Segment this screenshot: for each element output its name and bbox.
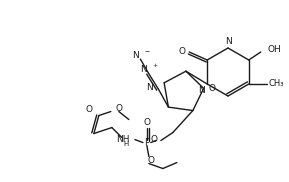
Text: O: O bbox=[143, 118, 150, 127]
Text: N: N bbox=[140, 65, 147, 74]
Text: O: O bbox=[147, 156, 154, 165]
Text: O: O bbox=[209, 84, 216, 93]
Text: H: H bbox=[124, 141, 129, 147]
Text: O: O bbox=[178, 46, 185, 56]
Text: O: O bbox=[116, 104, 123, 113]
Text: O: O bbox=[151, 135, 158, 144]
Text: NH: NH bbox=[116, 135, 130, 144]
Text: P: P bbox=[144, 138, 149, 147]
Text: N: N bbox=[225, 37, 231, 46]
Text: N: N bbox=[199, 86, 205, 95]
Text: N: N bbox=[132, 51, 138, 60]
Text: CH₃: CH₃ bbox=[269, 80, 284, 88]
Text: −: − bbox=[144, 49, 150, 54]
Text: N: N bbox=[146, 83, 152, 92]
Text: O: O bbox=[86, 105, 93, 114]
Text: +: + bbox=[152, 63, 158, 68]
Text: OH: OH bbox=[268, 46, 281, 54]
